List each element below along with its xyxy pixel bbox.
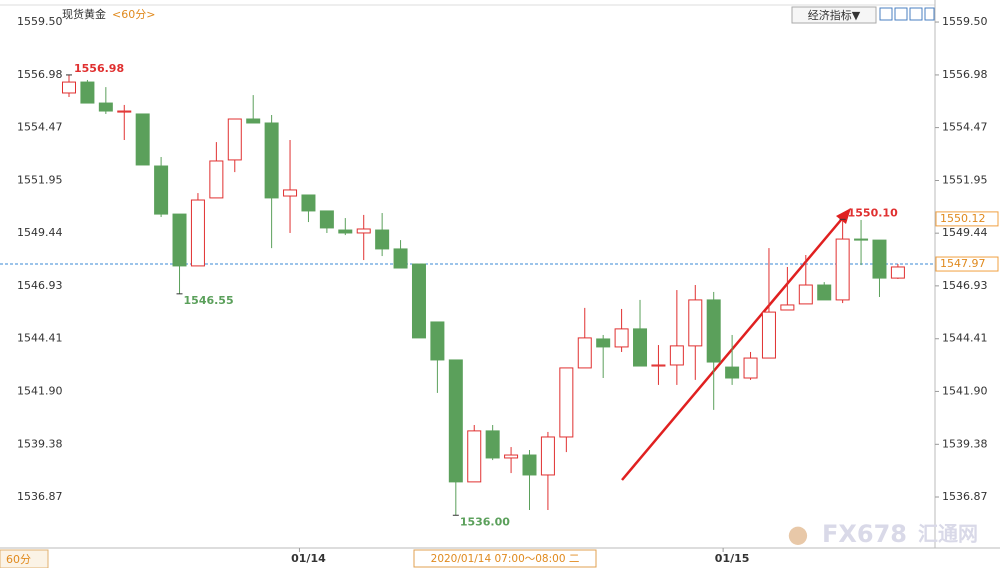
- candle-body: [854, 238, 869, 241]
- candle-body: [890, 266, 905, 279]
- candle-body: [283, 189, 298, 197]
- y-tick-label: 1554.47: [17, 121, 63, 134]
- candle-body: [614, 328, 629, 348]
- price-tag-box: [935, 256, 999, 272]
- candle-body: [301, 194, 316, 212]
- y-tick-label: 1541.90: [17, 384, 63, 397]
- candle-body: [227, 118, 242, 161]
- watermark: FX678: [822, 520, 907, 548]
- candle-body: [448, 359, 463, 483]
- crosshair-time: 2020/01/14 07:00～08:00 二: [431, 553, 580, 565]
- candle-body: [817, 284, 832, 301]
- candle-body: [743, 357, 758, 379]
- candle-body: [62, 81, 76, 94]
- candle-body: [209, 160, 224, 199]
- toolbar-button-text[interactable]: 经济指标▼: [808, 8, 861, 22]
- y-tick-label: 1544.41: [17, 332, 63, 345]
- y-tick-label: 1539.38: [17, 437, 63, 450]
- candle-body: [190, 199, 205, 267]
- candle-body: [264, 122, 279, 199]
- candle-body: [319, 210, 334, 229]
- y2-tick-label: 1546.93: [942, 279, 988, 292]
- candle-body: [135, 113, 150, 166]
- high-label: 1556.98: [74, 62, 124, 75]
- candle-body: [706, 299, 721, 363]
- price-tag: 1550.12: [940, 212, 986, 225]
- price-tag: 1547.97: [940, 257, 986, 270]
- candle-body: [798, 284, 813, 305]
- y2-tick-label: 1551.95: [942, 173, 988, 186]
- candle-body: [540, 436, 555, 476]
- candle-body: [154, 165, 169, 215]
- y2-tick-label: 1549.44: [942, 226, 988, 239]
- candle-body: [669, 345, 684, 366]
- candle-body: [467, 430, 482, 483]
- candle-body: [172, 213, 187, 267]
- candle-body: [559, 367, 574, 438]
- high-label: 1550.10: [848, 206, 898, 219]
- y-tick-label: 1559.50: [17, 15, 63, 28]
- period-label: <60分>: [112, 8, 155, 21]
- y2-tick-label: 1554.47: [942, 121, 988, 134]
- chart-title: 现货黄金: [62, 7, 106, 21]
- y2-tick-label: 1539.38: [942, 437, 988, 450]
- candle-body: [504, 454, 519, 459]
- candle-body: [98, 102, 113, 112]
- candle-body: [375, 229, 390, 250]
- candle-body: [872, 239, 887, 279]
- price-tag-box: [935, 211, 999, 227]
- x-tick-label: 01/15: [715, 552, 750, 565]
- candle-body: [688, 299, 703, 347]
- candle-body: [485, 430, 500, 459]
- candle-body: [725, 366, 740, 379]
- candle-body: [651, 364, 666, 367]
- y2-tick-label: 1556.98: [942, 68, 988, 81]
- period-selector-text[interactable]: 60分: [6, 553, 31, 566]
- y2-tick-label: 1541.90: [942, 384, 988, 397]
- low-label: 1536.00: [460, 515, 510, 528]
- candle-body: [117, 110, 132, 113]
- trend-arrow: [621, 213, 847, 481]
- y2-tick-label: 1559.50: [942, 15, 988, 28]
- candle-body: [577, 337, 592, 369]
- y-tick-label: 1546.93: [17, 279, 63, 292]
- x-tick-label: 01/14: [291, 552, 326, 565]
- toolbar-icons[interactable]: [879, 7, 935, 21]
- y-tick-label: 1551.95: [17, 173, 63, 186]
- candle-body: [596, 338, 611, 348]
- y2-tick-label: 1544.41: [942, 332, 988, 345]
- candle-body: [411, 263, 426, 339]
- y-tick-label: 1549.44: [17, 226, 63, 239]
- candle-body: [522, 454, 537, 476]
- trend-arrow-head: [836, 208, 851, 224]
- candle-body: [835, 238, 850, 301]
- low-label: 1546.55: [184, 294, 234, 307]
- candle-body: [80, 81, 95, 104]
- candle-body: [633, 328, 648, 367]
- toolbar-button[interactable]: [791, 6, 877, 24]
- candle-body: [761, 311, 776, 359]
- candle-body: [430, 321, 445, 361]
- watermark-site: 汇通网: [918, 522, 978, 546]
- candle-body: [246, 118, 261, 124]
- crosshair-time-box: [413, 549, 597, 568]
- y-tick-label: 1556.98: [17, 68, 63, 81]
- candle-body: [338, 229, 353, 234]
- watermark-logo: ●: [788, 520, 809, 548]
- y-tick-label: 1536.87: [17, 490, 63, 503]
- candle-body: [780, 304, 795, 311]
- y2-tick-label: 1536.87: [942, 490, 988, 503]
- candle-body: [356, 228, 371, 234]
- candle-body: [393, 248, 408, 269]
